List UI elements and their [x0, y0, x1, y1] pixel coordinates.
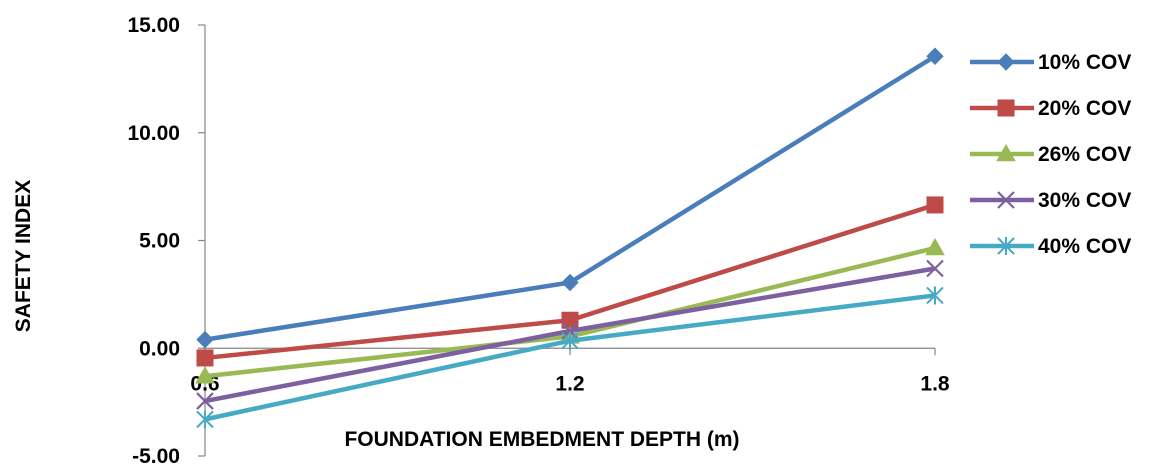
legend-label: 40% COV	[1038, 235, 1131, 258]
x-tick-label: 1.8	[920, 372, 950, 395]
data-point	[925, 238, 945, 256]
data-point	[196, 392, 214, 410]
legend-label: 10% COV	[1038, 51, 1131, 74]
series-layer	[195, 47, 945, 429]
x-tick-label: 1.2	[555, 372, 584, 395]
y-tick-label: 15.00	[127, 14, 180, 37]
legend-marker	[996, 143, 1016, 162]
data-point	[926, 196, 944, 214]
data-point	[926, 286, 944, 305]
data-point	[196, 330, 214, 349]
data-point	[926, 259, 944, 278]
y-tick-label: 10.00	[127, 122, 180, 145]
y-axis-title: SAFETY INDEX	[12, 180, 35, 332]
legend-marker	[997, 53, 1015, 71]
legend-label: 30% COV	[1038, 189, 1131, 212]
data-point	[196, 410, 214, 429]
y-tick-label: 0.00	[139, 337, 180, 360]
legend-marker	[997, 99, 1015, 117]
x-axis-title: FOUNDATION EMBEDMENT DEPTH (m)	[344, 428, 739, 451]
data-point	[195, 366, 215, 384]
axes: 15.00 10.00 5.00 0.00 -5.00 0.6 1.2 1.8	[127, 14, 949, 468]
data-point	[561, 331, 579, 350]
data-point	[561, 273, 579, 292]
series-line-1	[204, 54, 937, 342]
y-tick-label: -5.00	[132, 445, 180, 468]
legend-label: 20% COV	[1038, 97, 1131, 120]
data-point	[196, 349, 214, 367]
legend-label: 26% COV	[1038, 143, 1131, 166]
y-tick-label: 5.00	[139, 230, 180, 253]
legend: 10% COV 20% COV 26% COV 30% COV 40% COV	[970, 51, 1131, 258]
legend-marker	[997, 237, 1015, 255]
data-point	[926, 47, 944, 65]
legend-marker	[997, 191, 1015, 209]
x-tick-label: 0.6	[190, 372, 219, 395]
